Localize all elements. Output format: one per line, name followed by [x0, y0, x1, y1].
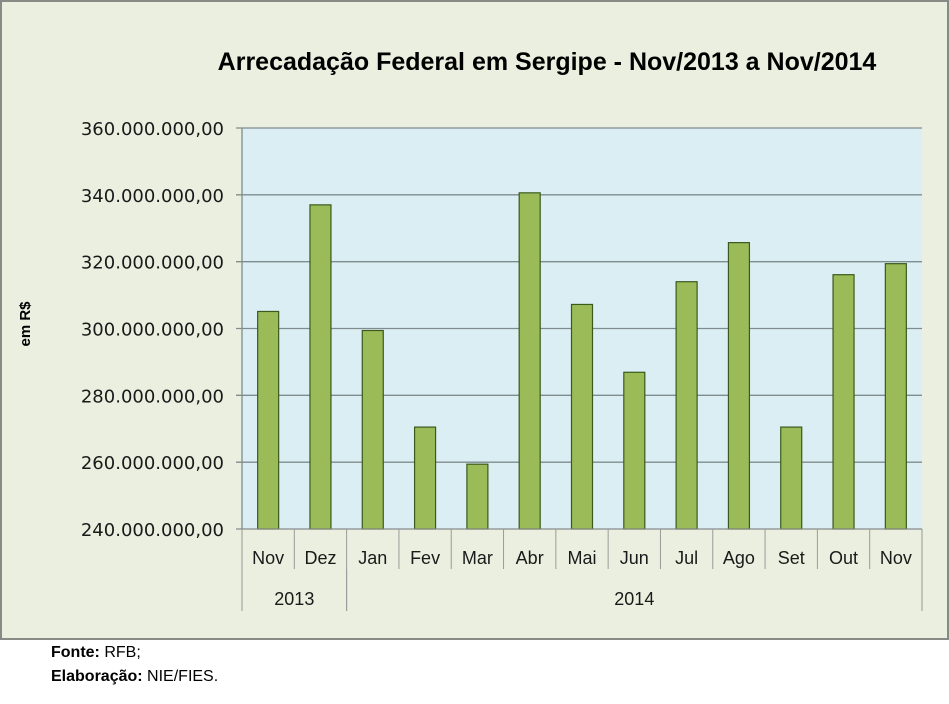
y-tick-label: 240.000.000,00	[81, 520, 224, 541]
y-tick-label: 340.000.000,00	[81, 186, 224, 207]
bar-jul-8	[675, 281, 698, 530]
x-tick-label: Nov	[252, 548, 284, 568]
bar-abr-5	[518, 192, 541, 530]
bar-jan-2	[361, 329, 384, 530]
year-group-label: 2013	[274, 589, 314, 609]
bar-mai-6	[570, 303, 594, 530]
y-tick-label: 280.000.000,00	[81, 386, 224, 407]
bar-nov-12	[884, 263, 907, 530]
x-tick-label: Nov	[880, 548, 912, 568]
x-tick-label: Mar	[462, 548, 493, 568]
x-tick-label: Ago	[723, 548, 755, 568]
credit-value: NIE/FIES.	[147, 668, 219, 685]
bar-out-11	[832, 274, 855, 530]
bar-mar-4	[466, 463, 489, 530]
y-axis-label: em R$	[17, 301, 34, 347]
y-tick-label: 320.000.000,00	[81, 253, 224, 274]
source-label: Fonte:	[51, 644, 100, 661]
credit-label: Elaboração:	[51, 668, 143, 685]
x-tick-label: Mai	[567, 548, 596, 568]
source-value: RFB;	[104, 644, 141, 661]
bar-dez-1	[309, 204, 332, 530]
y-tick-label: 300.000.000,00	[81, 320, 224, 341]
y-tick-label: 360.000.000,00	[81, 119, 224, 140]
x-tick-label: Set	[778, 548, 805, 568]
bar-fev-3	[413, 426, 437, 530]
x-tick-label: Out	[829, 548, 858, 568]
x-tick-label: Jan	[358, 548, 387, 568]
x-tick-label: Abr	[516, 548, 544, 568]
y-tick-label: 260.000.000,00	[81, 453, 224, 474]
bar-ago-9	[727, 242, 751, 530]
chart-title: Arrecadação Federal em Sergipe - Nov/201…	[218, 48, 877, 76]
year-group-label: 2014	[614, 589, 654, 609]
x-tick-label: Jul	[675, 548, 698, 568]
credit-note: Elaboração: NIE/FIES.	[51, 668, 218, 686]
source-note: Fonte: RFB;	[51, 644, 141, 662]
x-tick-label: Fev	[410, 548, 440, 568]
bar-chart: Arrecadação Federal em Sergipe - Nov/201…	[17, 48, 923, 611]
bar-nov-0	[257, 310, 280, 530]
x-tick-label: Jun	[620, 548, 649, 568]
chart-frame: Arrecadação Federal em Sergipe - Nov/201…	[0, 0, 949, 640]
bar-jun-7	[623, 371, 646, 530]
x-tick-label: Dez	[304, 548, 336, 568]
bar-set-10	[780, 426, 803, 530]
